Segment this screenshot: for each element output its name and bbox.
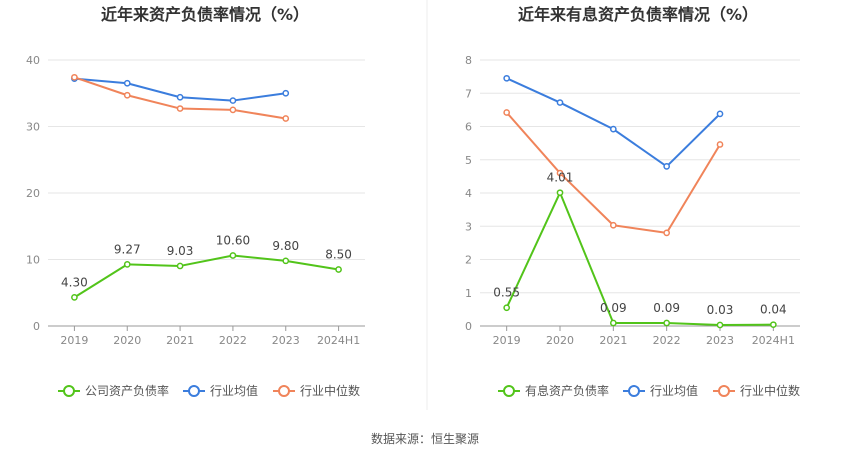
y-tick-label: 40: [26, 54, 40, 67]
data-label: 9.27: [114, 242, 141, 256]
data-point: [123, 261, 131, 268]
data-point: [716, 321, 724, 329]
chart-title: 近年来有息资产负债率情况（%）: [518, 5, 758, 24]
series-line: [505, 191, 774, 327]
x-tick-label: 2023: [272, 334, 300, 347]
data-point: [282, 115, 290, 122]
data-point: [282, 89, 290, 97]
data-point: [716, 141, 724, 148]
data-label: 10.60: [216, 234, 250, 248]
y-tick-label: 0: [33, 320, 40, 333]
x-tick-label: 2022: [219, 334, 247, 347]
legend-marker: [188, 385, 200, 397]
y-tick-label: 3: [465, 220, 472, 233]
data-point: [229, 97, 237, 104]
x-tick-label: 2024H1: [317, 334, 360, 347]
data-point: [229, 106, 237, 114]
data-point: [663, 163, 671, 170]
data-point: [503, 304, 511, 312]
data-label: 4.30: [61, 275, 88, 289]
data-point: [556, 169, 564, 177]
data-label: 0.04: [760, 303, 787, 317]
legend-marker: [278, 385, 290, 397]
data-point: [176, 105, 184, 112]
data-point: [335, 266, 342, 273]
data-point: [176, 262, 184, 270]
x-tick-label: 2021: [166, 334, 194, 347]
legend-label: 有息资产负债率: [525, 383, 609, 398]
data-point: [716, 110, 724, 118]
data-label: 4.01: [547, 171, 574, 185]
y-tick-label: 4: [465, 187, 472, 200]
data-label: 9.80: [272, 239, 299, 253]
data-label: 8.50: [325, 247, 352, 261]
source-note: 数据来源：恒生聚源: [371, 431, 479, 446]
y-tick-label: 30: [26, 121, 40, 134]
data-point: [769, 321, 777, 329]
legend-marker: [628, 385, 640, 397]
panel-debt-ratio: 近年来资产负债率情况（%） 0 10 20 30 40 2019 2020 2021 2022 20…: [26, 5, 365, 398]
x-tick-label: 2020: [113, 334, 141, 347]
y-tick-label: 1: [465, 287, 472, 300]
chart-title: 近年来资产负债率情况（%）: [101, 5, 309, 24]
data-point: [71, 73, 78, 81]
data-label: 9.03: [167, 244, 194, 258]
x-tick-label: 2021: [599, 334, 627, 347]
data-point: [229, 252, 237, 259]
data-point: [556, 99, 564, 106]
x-tick-label: 2024H1: [752, 334, 795, 347]
data-label: 0.09: [600, 301, 627, 315]
data-point: [503, 109, 511, 116]
data-label: 0.55: [493, 286, 520, 300]
x-tick-label: 2022: [653, 334, 681, 347]
legend-label: 行业中位数: [300, 383, 360, 398]
data-point: [609, 319, 617, 327]
data-point: [176, 93, 184, 101]
legend-marker: [503, 385, 515, 397]
data-point: [609, 125, 617, 133]
data-label: 0.03: [707, 303, 734, 317]
x-tick-label: 2020: [546, 334, 574, 347]
data-point: [282, 257, 290, 265]
legend-marker: [718, 385, 730, 397]
y-tick-label: 20: [26, 187, 40, 200]
y-tick-label: 7: [465, 87, 472, 100]
data-point: [663, 229, 671, 237]
x-tick-label: 2019: [493, 334, 521, 347]
y-tick-label: 8: [465, 54, 472, 67]
y-tick-label: 10: [26, 254, 40, 267]
panel-interest-debt-ratio: 近年来有息资产负债率情况（%） 0 1 2 3 4 5 6 7 8 2019 2020 2021 2022…: [465, 5, 800, 398]
data-point: [609, 221, 617, 229]
series-line: [73, 254, 339, 299]
y-tick-label: 0: [465, 320, 472, 333]
x-tick-label: 2019: [60, 334, 88, 347]
data-point: [556, 189, 564, 197]
y-tick-label: 2: [465, 254, 472, 267]
legend-label: 行业均值: [210, 383, 258, 398]
series-line: [506, 77, 721, 168]
data-point: [663, 319, 671, 327]
x-tick-label: 2023: [706, 334, 734, 347]
legend-marker: [63, 385, 75, 397]
data-point: [71, 294, 78, 301]
data-point: [123, 91, 131, 99]
data-point: [503, 74, 511, 82]
y-tick-label: 5: [465, 154, 472, 167]
legend-label: 行业中位数: [740, 383, 800, 398]
data-label: 0.09: [653, 301, 680, 315]
legend-label: 行业均值: [650, 383, 698, 398]
y-tick-label: 6: [465, 121, 472, 134]
data-point: [123, 79, 131, 87]
legend-label: 公司资产负债率: [85, 383, 169, 398]
